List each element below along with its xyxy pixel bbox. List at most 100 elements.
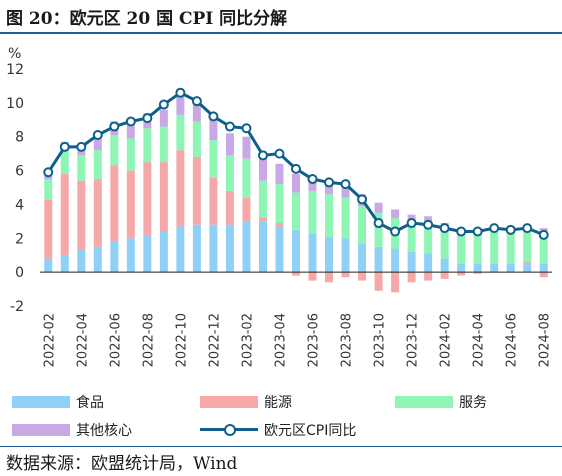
bar-energy bbox=[391, 272, 400, 293]
bar-food bbox=[325, 236, 334, 273]
legend-label-core-goods: 其他核心 bbox=[76, 423, 132, 439]
bar-services bbox=[341, 197, 350, 239]
bar-services bbox=[374, 212, 383, 247]
bar-services bbox=[539, 231, 548, 264]
bar-services bbox=[440, 228, 449, 259]
bar-services bbox=[60, 150, 69, 174]
bar-core_goods bbox=[93, 138, 102, 151]
x-tick-label: 2022-06 bbox=[108, 313, 123, 367]
bar-energy bbox=[209, 177, 218, 225]
y-tick-label: 0 bbox=[15, 265, 24, 281]
y-tick-label: 6 bbox=[15, 164, 24, 180]
bar-food bbox=[110, 241, 119, 273]
bar-energy bbox=[325, 272, 334, 283]
bar-core_goods bbox=[126, 124, 135, 139]
cpi-point bbox=[439, 223, 450, 234]
cpi-point bbox=[224, 121, 235, 132]
bar-core_goods bbox=[242, 136, 251, 159]
bar-core_goods bbox=[192, 99, 201, 122]
x-tick-label: 2023-12 bbox=[406, 313, 421, 367]
bar-food bbox=[242, 221, 251, 273]
legend-swatch-core-goods bbox=[12, 424, 70, 436]
bar-services bbox=[358, 206, 367, 244]
bar-food bbox=[506, 263, 515, 273]
cpi-point bbox=[191, 96, 202, 107]
bar-core_goods bbox=[341, 184, 350, 198]
bar-food bbox=[275, 226, 284, 273]
bar-services bbox=[506, 231, 515, 264]
bar-energy bbox=[60, 173, 69, 256]
legend-label-energy: 能源 bbox=[264, 395, 292, 411]
x-tick-label: 2023-08 bbox=[340, 313, 355, 367]
bar-food bbox=[209, 224, 218, 273]
x-tick-label: 2024-02 bbox=[439, 313, 454, 367]
bar-energy bbox=[341, 272, 350, 278]
cpi-point bbox=[241, 123, 252, 134]
cpi-point bbox=[373, 218, 384, 229]
bar-food bbox=[308, 233, 317, 273]
cpi-point bbox=[208, 111, 219, 122]
bar-core_goods bbox=[391, 209, 400, 218]
x-tick-label: 2023-10 bbox=[373, 313, 388, 367]
cpi-point bbox=[406, 218, 417, 229]
bar-energy bbox=[242, 197, 251, 222]
bar-services bbox=[242, 158, 251, 198]
x-tick-label: 2023-04 bbox=[273, 313, 288, 367]
bar-energy bbox=[192, 157, 201, 225]
bar-services bbox=[325, 194, 334, 237]
x-tick-label: 2022-12 bbox=[207, 313, 222, 367]
bar-food bbox=[192, 224, 201, 273]
bar-services bbox=[209, 140, 218, 178]
bar-services bbox=[176, 114, 185, 151]
bar-food bbox=[292, 229, 300, 273]
legend-label-services: 服务 bbox=[459, 395, 487, 411]
bar-energy bbox=[440, 272, 449, 279]
x-tick-label: 2024-08 bbox=[538, 313, 553, 367]
cpi-point bbox=[158, 99, 169, 110]
x-tick-label: 2023-02 bbox=[240, 313, 255, 367]
bar-core_goods bbox=[374, 202, 383, 213]
bar-services bbox=[77, 155, 86, 181]
bar-food bbox=[60, 255, 69, 273]
legend-item-energy: 能源 bbox=[200, 392, 292, 412]
bar-energy bbox=[308, 272, 317, 281]
bar-food bbox=[44, 258, 53, 273]
cpi-point bbox=[357, 194, 368, 205]
bar-food bbox=[93, 246, 102, 273]
legend-label-cpi: 欧元区CPI同比 bbox=[264, 423, 357, 439]
bar-core_goods bbox=[258, 158, 267, 181]
y-tick-label: 12 bbox=[6, 62, 24, 78]
cpi-point bbox=[109, 121, 120, 132]
bar-energy bbox=[143, 162, 152, 235]
bar-energy bbox=[93, 179, 102, 247]
y-tick-label: -2 bbox=[10, 299, 24, 315]
cpi-point bbox=[274, 148, 285, 159]
bar-food bbox=[440, 258, 449, 273]
bar-food bbox=[457, 263, 466, 273]
bar-services bbox=[424, 223, 433, 254]
cpi-point bbox=[324, 177, 335, 188]
x-tick-label: 2022-02 bbox=[42, 313, 57, 367]
bar-core_goods bbox=[209, 118, 218, 141]
bar-food bbox=[490, 263, 499, 273]
cpi-point bbox=[43, 167, 54, 178]
cpi-point bbox=[76, 141, 87, 152]
bar-food bbox=[391, 248, 400, 273]
bar-services bbox=[44, 179, 53, 200]
footer-divider bbox=[0, 446, 562, 447]
bar-energy bbox=[44, 199, 53, 259]
cpi-point bbox=[257, 150, 268, 161]
data-source: 数据来源：欧盟统计局，Wind bbox=[6, 454, 238, 474]
bar-services bbox=[93, 150, 102, 180]
legend-item-services: 服务 bbox=[395, 392, 487, 412]
legend-swatch-energy bbox=[200, 396, 258, 408]
bar-energy bbox=[407, 272, 416, 283]
bar-energy bbox=[292, 272, 300, 276]
x-tick-label: 2023-06 bbox=[307, 313, 322, 367]
bar-services bbox=[225, 155, 234, 191]
cpi-point bbox=[538, 229, 549, 240]
y-axis-unit-label: % bbox=[8, 46, 21, 62]
cpi-point bbox=[291, 163, 301, 174]
bar-energy bbox=[159, 162, 168, 232]
cpi-point bbox=[125, 116, 136, 127]
